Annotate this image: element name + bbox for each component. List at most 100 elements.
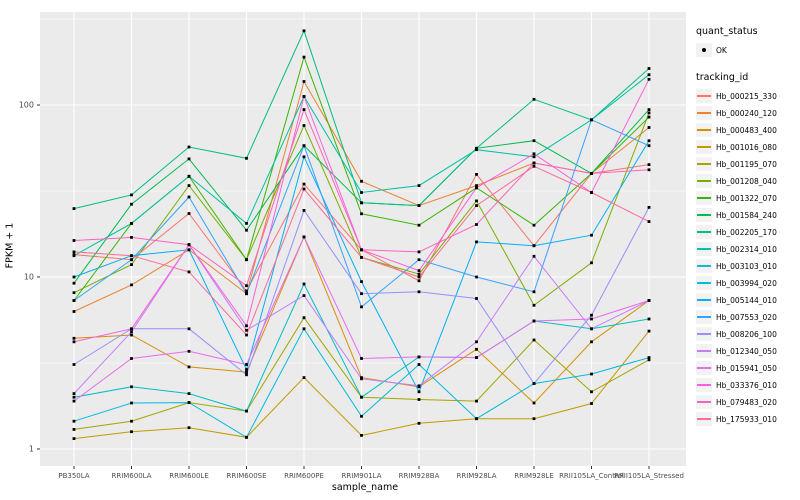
data-point [475, 146, 478, 150]
data-point [532, 254, 536, 258]
data-point [475, 204, 478, 207]
legend-key-box [696, 157, 712, 171]
data-point [245, 156, 248, 160]
legend-item-label: Hb_015941_050 [716, 363, 777, 373]
data-point [302, 29, 306, 33]
data-point [245, 333, 248, 337]
data-point [647, 67, 651, 70]
data-point [360, 191, 363, 194]
data-point [130, 419, 133, 423]
data-point [647, 115, 651, 119]
data-point [475, 297, 478, 300]
line-swatch-icon [697, 129, 711, 131]
legend-item-label: Hb_001195_070 [716, 159, 777, 169]
data-point [475, 340, 478, 344]
data-point [647, 77, 651, 81]
data-point [590, 340, 593, 344]
data-point [187, 327, 191, 331]
data-point [590, 390, 593, 394]
legend-key-box [696, 123, 712, 137]
data-point [532, 161, 536, 165]
data-point [417, 258, 421, 262]
data-point [130, 263, 133, 266]
data-point [647, 139, 651, 143]
line-swatch-icon [697, 231, 711, 233]
x-tick-label: PB350LA [58, 472, 89, 480]
data-point [245, 228, 248, 232]
y-tick-label: 10 [24, 273, 34, 282]
line-swatch-icon [697, 163, 711, 165]
data-point [130, 193, 133, 197]
data-point [187, 401, 191, 404]
data-point [475, 173, 478, 176]
data-point [475, 199, 478, 203]
data-point [187, 212, 191, 215]
legend-item-label: Hb_008206_100 [716, 329, 777, 339]
data-point [187, 195, 191, 199]
legend-item-label: Hb_001208_040 [716, 176, 777, 186]
data-point [187, 248, 191, 252]
data-point [245, 409, 248, 413]
legend-key-box [696, 378, 712, 392]
data-point [532, 290, 536, 294]
data-point [532, 155, 536, 159]
legend-key-box [696, 327, 712, 341]
line-swatch-icon [697, 248, 711, 250]
line-swatch-icon [697, 316, 711, 318]
data-point [130, 254, 133, 258]
line-swatch-icon [697, 197, 711, 199]
data-point [302, 209, 306, 212]
data-point [417, 279, 421, 283]
data-point [245, 328, 248, 332]
legend-key-box [696, 140, 712, 154]
x-tick-label: RRII105LA_Stressed [614, 472, 684, 480]
legend-item-label: Hb_001016_080 [716, 142, 777, 152]
data-point [245, 284, 248, 288]
data-point [72, 419, 76, 423]
point-swatch-icon [702, 48, 706, 52]
data-point [360, 280, 363, 283]
data-point [187, 426, 191, 430]
data-point [417, 204, 421, 207]
legend-key-box [696, 293, 712, 307]
x-tick-label: RRIM928LE [514, 472, 554, 480]
data-point [302, 124, 306, 127]
data-point [72, 239, 76, 242]
data-point [475, 417, 478, 421]
legend-item-label: Hb_000483_400 [716, 125, 777, 135]
data-point [417, 398, 421, 401]
data-point [417, 363, 421, 366]
data-point [532, 417, 536, 421]
data-point [72, 340, 76, 344]
legend-item-Hb_000240_120: Hb_000240_120 [696, 106, 800, 120]
data-point [360, 377, 363, 381]
data-point [72, 310, 76, 313]
data-point [475, 240, 478, 244]
data-point [72, 392, 76, 395]
data-point [475, 347, 478, 351]
line-swatch-icon [697, 333, 711, 335]
data-point [590, 402, 593, 405]
legend-item-label: Hb_007553_020 [716, 312, 777, 322]
data-point [187, 174, 191, 178]
line-swatch-icon [697, 146, 711, 148]
legend-item-label: Hb_001322_070 [716, 193, 777, 203]
data-point [72, 395, 76, 399]
data-point [360, 292, 363, 296]
legend-key-box [696, 208, 712, 222]
legend-item-Hb_005144_010: Hb_005144_010 [696, 293, 800, 307]
data-point [360, 305, 363, 309]
data-point [360, 179, 363, 183]
data-point [130, 401, 133, 405]
data-point [245, 258, 248, 262]
data-point [360, 395, 363, 399]
data-point [417, 223, 421, 227]
legend-item-label: Hb_079483_020 [716, 397, 777, 407]
data-point [417, 384, 421, 388]
data-point [532, 338, 536, 342]
data-point [417, 272, 421, 276]
data-point [532, 152, 536, 156]
legend-item-Hb_001016_080: Hb_001016_080 [696, 140, 800, 154]
